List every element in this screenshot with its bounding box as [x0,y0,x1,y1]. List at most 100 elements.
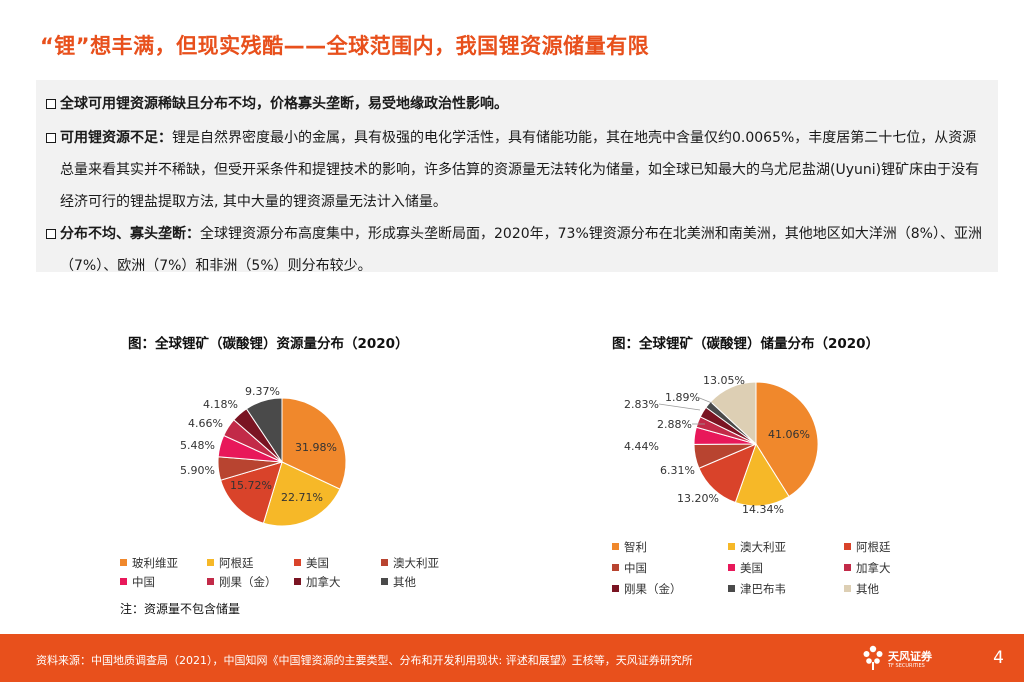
legend-swatch [612,543,619,550]
legend-label: 加拿大 [856,561,891,575]
legend-swatch [207,578,214,585]
data-label: 5.48% [180,439,215,452]
legend-label: 美国 [306,556,329,570]
legend-item: 中国 [120,574,155,590]
legend-swatch [294,578,301,585]
legend-item: 加拿大 [844,560,891,576]
legend-label: 阿根廷 [856,540,891,554]
data-label: 14.34% [742,503,784,516]
leader-line [696,396,713,404]
bullet-panel: 全球可用锂资源稀缺且分布不均，价格寡头垄断，易受地缘政治性影响。 可用锂资源不足… [36,80,998,274]
legend-swatch [728,585,735,592]
legend-swatch [612,564,619,571]
data-label: 2.83% [624,398,659,411]
legend-item: 刚果（金） [612,581,682,597]
legend-item: 加拿大 [294,574,341,590]
legend-item: 阿根廷 [207,555,254,571]
legend-label: 阿根廷 [219,556,254,570]
pie-slice [281,397,347,490]
legend-label: 美国 [740,561,763,575]
legend-label: 澳大利亚 [740,540,786,554]
checkbox-icon [46,229,56,239]
pie-slice [709,381,757,446]
legend-swatch [728,564,735,571]
data-label: 31.98% [295,441,337,454]
data-label: 9.37% [245,385,280,398]
legend-label: 津巴布韦 [740,582,786,596]
legend-label: 智利 [624,540,647,554]
legend-label: 刚果（金） [624,582,682,596]
legend-swatch [120,559,127,566]
bullet-item: 可用锂资源不足：锂是自然界密度最小的金属，具有极强的电化学活性，具有储能功能，其… [46,122,986,218]
legend-item: 澳大利亚 [728,539,786,555]
data-label: 13.20% [677,492,719,505]
data-label: 13.05% [703,374,745,387]
page-title: “锂”想丰满，但现实残酷——全球范围内，我国锂资源储量有限 [40,34,650,58]
legend-swatch [728,543,735,550]
legend-label: 澳大利亚 [393,556,439,570]
legend-swatch [381,559,388,566]
legend-swatch [844,543,851,550]
checkbox-icon [46,99,56,109]
pie-slice [262,461,341,527]
legend-item: 美国 [728,560,763,576]
pie-slice [245,397,283,464]
legend-item: 智利 [612,539,647,555]
legend-label: 加拿大 [306,575,341,589]
logo-text: 天风证券 [888,650,932,663]
legend-item: 津巴布韦 [728,581,786,597]
logo-subtext: TF SECURITIES [888,663,925,669]
legend-swatch [207,559,214,566]
legend-item: 中国 [612,560,647,576]
legend-swatch [844,564,851,571]
legend-label: 中国 [132,575,155,589]
legend-label: 刚果（金） [219,575,277,589]
legend-item: 阿根廷 [844,539,891,555]
checkbox-icon [46,133,56,143]
legend-label: 其他 [393,575,416,589]
bullet-text: 全球锂资源分布高度集中，形成寡头垄断局面，2020年，73%锂资源分布在北美洲和… [60,226,982,274]
chart-title-resources: 图：全球锂矿（碳酸锂）资源量分布（2020） [128,336,409,352]
legend-swatch [294,559,301,566]
legend-swatch [612,585,619,592]
bullet-bold: 可用锂资源不足： [60,130,172,146]
legend-label: 其他 [856,582,879,596]
pie-slice [220,461,283,524]
source-text: 资料来源：中国地质调查局（2021），中国知网《中国锂资源的主要类型、分布和开发… [36,654,693,667]
legend-item: 美国 [294,555,329,571]
legend-label: 玻利维亚 [132,556,178,570]
legend-item: 其他 [381,574,416,590]
bullet-text: 锂是自然界密度最小的金属，具有极强的电化学活性，具有储能功能，其在地壳中含量仅约… [60,130,980,210]
legend-item: 玻利维亚 [120,555,178,571]
data-label: 4.44% [624,440,659,453]
data-label: 2.88% [657,418,692,431]
data-label: 15.72% [230,479,272,492]
legend-item: 澳大利亚 [381,555,439,571]
footer-bar: 资料来源：中国地质调查局（2021），中国知网《中国锂资源的主要类型、分布和开发… [0,634,1024,682]
data-label: 4.66% [188,417,223,430]
bullet-item: 分布不均、寡头垄断：全球锂资源分布高度集中，形成寡头垄断局面，2020年，73%… [46,218,986,282]
chart-note: 注：资源量不包含储量 [120,602,241,616]
legend-swatch [844,585,851,592]
data-label: 6.31% [660,464,695,477]
data-label: 22.71% [281,491,323,504]
data-label: 4.18% [203,398,238,411]
legend-swatch [120,578,127,585]
bullet-bold: 分布不均、寡头垄断： [60,226,200,242]
legend-swatch [381,578,388,585]
bullet-item: 全球可用锂资源稀缺且分布不均，价格寡头垄断，易受地缘政治性影响。 [46,88,986,120]
data-label: 5.90% [180,464,215,477]
data-label: 41.06% [768,428,810,441]
leader-line [658,403,701,411]
legend-label: 中国 [624,561,647,575]
legend-item: 其他 [844,581,879,597]
data-label: 1.89% [665,391,700,404]
chart-title-reserves: 图：全球锂矿（碳酸锂）储量分布（2020） [612,336,880,352]
bullet-bold: 全球可用锂资源稀缺且分布不均，价格寡头垄断，易受地缘政治性影响。 [60,96,508,112]
flower-logo-icon [863,645,883,670]
company-logo: 天风证券 TF SECURITIES [862,644,952,674]
page-number: 4 [993,648,1004,668]
legend-item: 刚果（金） [207,574,277,590]
